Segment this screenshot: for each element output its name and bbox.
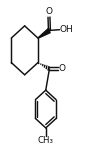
Text: CH₃: CH₃ — [38, 136, 54, 145]
Text: O: O — [45, 7, 52, 16]
Polygon shape — [38, 28, 50, 38]
Text: OH: OH — [60, 25, 73, 34]
Text: O: O — [58, 64, 65, 73]
